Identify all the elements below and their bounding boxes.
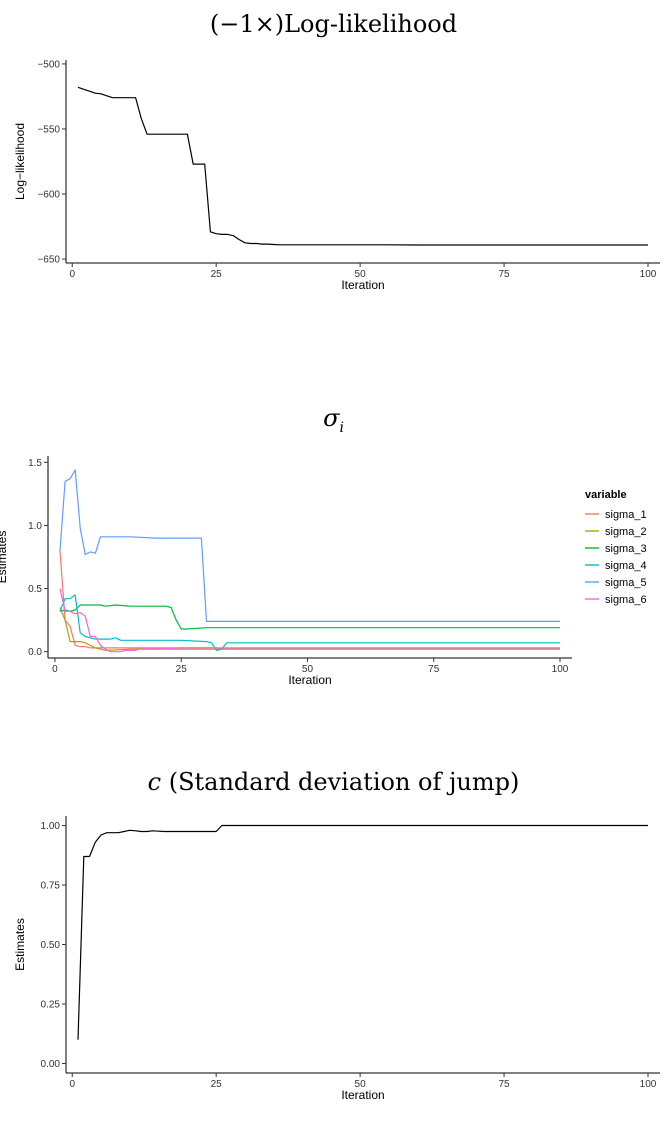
chart-title: c (Standard deviation of jump): [0, 768, 667, 796]
x-tick-label: 100: [640, 1079, 657, 1090]
series-line-sigma-1: [59, 550, 560, 650]
legend-label: sigma_2: [605, 526, 647, 538]
x-tick-label: 0: [69, 269, 75, 280]
y-tick-label: −550: [37, 124, 60, 135]
chart-title-subscript: i: [339, 419, 344, 436]
x-tick-label: 50: [302, 664, 314, 675]
x-tick-label: 75: [498, 1079, 510, 1090]
y-tick-label: 0.5: [28, 584, 42, 595]
chart-title: (−1×)Log-likelihood: [0, 10, 667, 38]
y-tick-label: 1.00: [41, 821, 61, 832]
y-axis-title: Estimates: [13, 918, 27, 971]
loglik-chart: −500 −550 −600 −650 0 25 50 75 100 Iteration Log−l…: [13, 59, 660, 292]
y-tick-label: −500: [37, 59, 60, 70]
series-line-sigma-5: [59, 469, 560, 622]
legend-label: sigma_6: [605, 594, 647, 606]
sigma-chart: 0.0 0.5 1.0 1.5 0 25 50 75 100 Iteration Estimates…: [0, 456, 647, 687]
x-axis-title: Iteration: [288, 673, 331, 687]
series-line-sigma-4: [59, 594, 560, 651]
y-tick-label: 0.50: [41, 940, 61, 951]
x-tick-label: 25: [176, 664, 188, 675]
y-tick-label: 1.0: [28, 521, 42, 532]
y-axis-title: Log−likelihood: [13, 123, 27, 200]
series-line: [77, 86, 648, 246]
x-tick-label: 100: [552, 664, 569, 675]
y-tick-label: 0.25: [41, 999, 61, 1010]
y-axis-title: Estimates: [0, 531, 9, 584]
chart-title: σi: [0, 404, 667, 436]
series-line-sigma-3: [59, 604, 560, 630]
series-line-sigma-2: [59, 607, 560, 651]
x-tick-label: 0: [52, 664, 58, 675]
y-tick-label: 0.00: [41, 1059, 61, 1070]
y-tick-label: −600: [37, 190, 60, 201]
x-tick-label: 0: [69, 1079, 75, 1090]
chart-title-rest: (Standard deviation of jump): [161, 768, 520, 796]
legend-title: variable: [585, 489, 627, 501]
x-tick-label: 25: [211, 1079, 223, 1090]
x-tick-label: 100: [640, 269, 657, 280]
y-tick-label: 1.5: [28, 458, 42, 469]
chart-title-text: (−1×)Log-likelihood: [209, 10, 458, 38]
c-chart: 0.00 0.25 0.50 0.75 1.00 0 25 50 75 100 Iteration E…: [13, 816, 660, 1102]
legend-label: sigma_3: [605, 543, 647, 555]
x-tick-label: 50: [355, 1079, 367, 1090]
y-tick-label: −650: [37, 255, 60, 266]
legend-label: sigma_5: [605, 577, 647, 589]
c-panel: c (Standard deviation of jump) 0.00 0.25 0…: [0, 764, 667, 1126]
sigma-panel: σi 0.0 0.5 1.0 1.5 0 25 50 75 100 Iteration Estima…: [0, 400, 667, 700]
x-tick-label: 25: [211, 269, 223, 280]
series-line: [77, 824, 648, 1040]
loglik-panel: (−1×)Log-likelihood −500 −550 −600 −650 0 25 5…: [0, 0, 667, 320]
y-tick-label: 0.0: [28, 647, 42, 658]
chart-title-text: c: [147, 768, 162, 796]
chart-title-text: σ: [323, 404, 340, 432]
series-line-sigma-6: [59, 588, 560, 653]
legend-label: sigma_4: [605, 560, 647, 572]
x-axis-title: Iteration: [341, 1088, 384, 1102]
x-tick-label: 50: [355, 269, 367, 280]
x-axis-title: Iteration: [341, 278, 384, 292]
x-tick-label: 75: [428, 664, 440, 675]
legend-label: sigma_1: [605, 509, 647, 521]
x-tick-label: 75: [498, 269, 510, 280]
y-tick-label: 0.75: [41, 881, 61, 892]
